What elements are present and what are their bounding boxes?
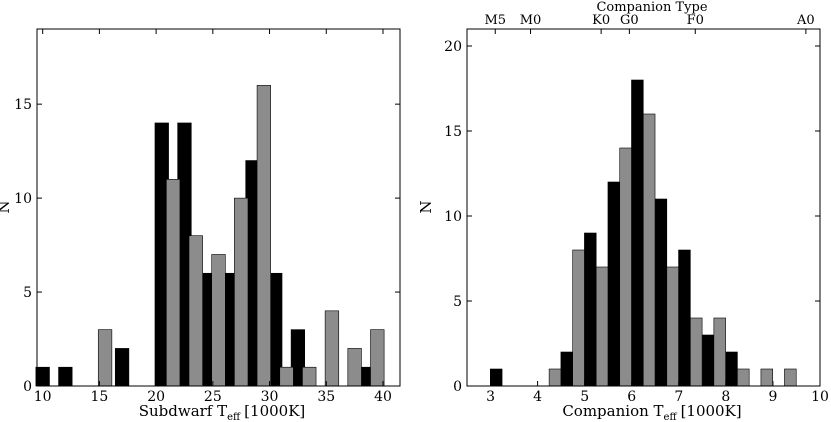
right-x-tick-label-0: 3 xyxy=(486,389,495,405)
right-bar-gray-3 xyxy=(619,147,632,387)
left-x-tick-label-4: 30 xyxy=(261,389,279,405)
right-bar-gray-6 xyxy=(690,317,703,387)
left-y-tick-label-1: 5 xyxy=(23,285,32,301)
left-x-tick-label-1: 15 xyxy=(90,389,108,405)
right-bar-black-8 xyxy=(725,351,738,387)
right-bar-black-0 xyxy=(489,368,503,387)
companion-type-title: Companion Type xyxy=(596,0,707,15)
left-x-tick-label-3: 25 xyxy=(204,389,222,405)
left-bar-gray-4 xyxy=(234,197,249,387)
left-x-tick-label-2: 20 xyxy=(147,389,165,405)
spectral-type-label-4: F0 xyxy=(687,13,704,28)
right-x-tick-label-1: 4 xyxy=(533,389,542,405)
right-bar-gray-4 xyxy=(642,113,656,387)
left-x-tick-label-5: 35 xyxy=(317,389,335,405)
left-y-axis-label: N xyxy=(0,200,13,213)
right-y-tick-label-1: 5 xyxy=(453,294,462,310)
right-plot-frame xyxy=(466,28,821,387)
left-y-tick-label-0: 0 xyxy=(23,379,32,395)
right-bar-black-6 xyxy=(678,249,691,387)
right-x-tick-label-3: 6 xyxy=(627,389,636,405)
right-bar-gray-5 xyxy=(666,266,679,387)
left-x-axis-label: Subdwarf Teff [1000K] xyxy=(139,402,306,422)
left-bar-gray-0 xyxy=(97,329,113,387)
right-bar-gray-0 xyxy=(548,368,562,387)
right-y-axis-label: N xyxy=(417,200,435,213)
left-x-tick-label-0: 10 xyxy=(34,389,52,405)
spectral-type-label-2: K0 xyxy=(592,13,610,28)
right-bar-gray-2 xyxy=(595,266,609,387)
right-x-tick-label-4: 7 xyxy=(674,389,683,405)
left-y-tick-label-2: 10 xyxy=(14,191,32,207)
left-bar-gray-2 xyxy=(188,235,203,387)
right-x-tick-label-2: 5 xyxy=(580,389,589,405)
right-bar-black-5 xyxy=(654,198,668,387)
spectral-type-label-5: A0 xyxy=(796,13,815,28)
right-x-tick-label-7: 10 xyxy=(811,389,829,405)
right-x-tick-label-6: 9 xyxy=(768,389,777,405)
right-bar-black-3 xyxy=(607,181,621,387)
right-bar-gray-8 xyxy=(737,368,750,387)
right-bar-gray-1 xyxy=(572,249,585,387)
right-bar-black-7 xyxy=(701,334,715,387)
left-bar-black-2 xyxy=(114,348,130,387)
spectral-type-label-0: M5 xyxy=(484,13,506,28)
right-y-tick-label-2: 10 xyxy=(444,209,462,225)
right-bar-black-1 xyxy=(560,351,573,387)
right-bar-gray-10 xyxy=(784,368,797,387)
left-bar-gray-5 xyxy=(256,85,271,387)
left-bar-black-1 xyxy=(58,366,73,387)
right-bar-gray-7 xyxy=(713,317,726,387)
spectral-type-label-1: M0 xyxy=(520,13,542,28)
left-y-tick-label-3: 15 xyxy=(14,97,32,113)
right-bar-black-2 xyxy=(584,232,597,387)
right-x-axis-label: Companion Teff [1000K] xyxy=(562,402,741,422)
right-y-tick-label-3: 15 xyxy=(444,124,462,140)
subdwarf-histogram-panel: N Subdwarf Teff[1000K] 10 15 20 25 30 35 40 0 5 1… xyxy=(0,28,401,422)
left-bar-gray-3 xyxy=(211,254,226,387)
companion-histogram-panel: N Companion Teff [1000K] Companion Type 3… xyxy=(417,0,829,422)
left-plot-frame xyxy=(36,28,401,387)
left-bar-gray-6 xyxy=(279,366,294,387)
left-bar-gray-7 xyxy=(302,366,317,387)
left-bar-gray-10 xyxy=(370,329,385,387)
left-bar-gray-8 xyxy=(324,310,340,387)
right-y-tick-label-4: 20 xyxy=(444,39,462,55)
right-y-tick-label-0: 0 xyxy=(453,379,462,395)
right-bar-gray-9 xyxy=(760,368,773,387)
right-x-tick-label-5: 8 xyxy=(721,389,730,405)
left-x-tick-label-6: 40 xyxy=(374,389,392,405)
right-bar-black-4 xyxy=(631,79,644,387)
left-bar-gray-9 xyxy=(347,348,362,387)
left-bar-gray-1 xyxy=(166,179,181,387)
spectral-type-label-3: G0 xyxy=(620,13,639,28)
